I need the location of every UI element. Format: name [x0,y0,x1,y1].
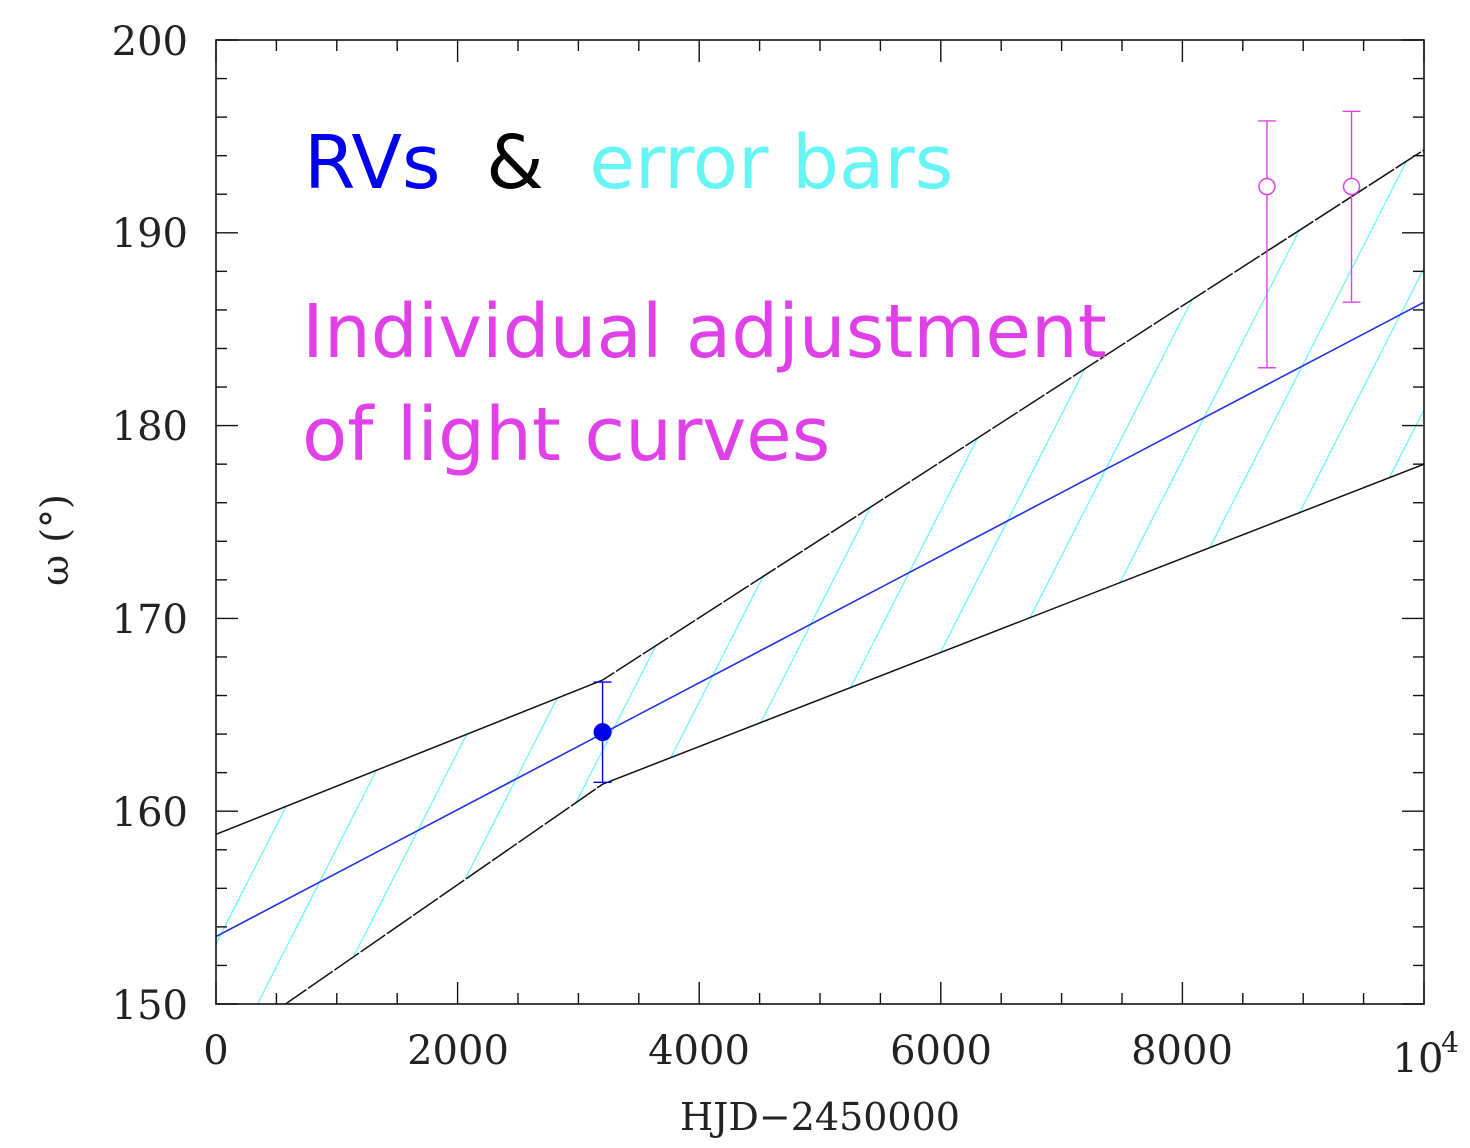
annotation-error-bars: error bars [589,120,953,206]
hatch-line [1095,149,1424,1004]
x-tick-label: 2000 [407,1028,509,1074]
y-axis-title: ω (°) [33,494,77,586]
hatch-line [1383,149,1424,1004]
data-points [593,110,1361,783]
hatch-line [951,149,1424,1004]
dash-gap [601,148,1424,682]
x-tick-label: 8000 [1131,1028,1233,1074]
hatch-line [1023,149,1424,1004]
upper-envelope-line [216,149,1424,836]
x-tick-label-exponent: 4 [1441,1026,1459,1059]
annotation-individual-line1: Individual adjustment [302,289,1107,375]
x-tick-label-base: 10 [1393,1036,1444,1082]
annotation-rvs-text: RVs [304,120,441,206]
data-point [593,723,612,742]
x-axis-title: HJD−2450000 [680,1095,960,1139]
lower-envelope-line [284,463,1424,1004]
annotation-rvs: RVs & error bars [304,120,953,206]
y-tick-label: 180 [112,404,188,450]
data-point [1342,177,1361,196]
x-tick-label: 0 [203,1028,228,1074]
annotation-individual-line2: of light curves [302,392,830,478]
fit-line [216,301,1424,938]
y-tick-label: 190 [112,211,188,257]
data-point [1258,177,1276,196]
x-tick-label: 4000 [648,1028,750,1074]
series-lines [216,148,1424,1004]
hatch-line [1239,149,1424,1004]
y-tick-label: 150 [112,983,188,1029]
annotation-ampersand: & [486,120,544,206]
y-tick-label: 200 [112,19,188,65]
y-tick-label: 160 [112,790,188,836]
x-tick-label: 6000 [890,1028,992,1074]
hatch-line [1311,149,1424,1004]
hatch-line [1456,0,1470,1054]
hatch-line [879,149,1424,1004]
y-tick-label: 170 [112,597,188,643]
axis-ticks [215,39,1425,1005]
